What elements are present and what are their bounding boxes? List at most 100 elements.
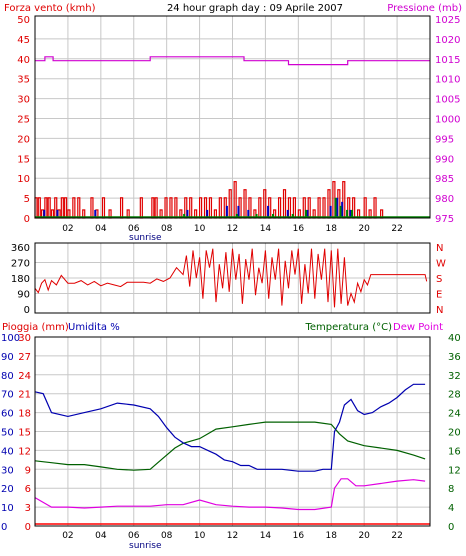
time-tick-label: 16	[293, 224, 305, 234]
humidity-line	[34, 383, 426, 472]
axis-tick-label: 20	[17, 134, 30, 145]
wind-mark-green	[334, 197, 337, 218]
time-tick-label: 02	[62, 224, 73, 234]
wind-gust-bar	[56, 209, 59, 218]
wind-gust-bar	[43, 209, 46, 218]
wind-mark-green	[304, 209, 307, 218]
axis-tick-label: 18	[18, 409, 31, 420]
wind-mark-green	[255, 213, 258, 218]
axis-tick-label: 24	[18, 371, 31, 382]
axis-tick-label: 15	[17, 154, 30, 165]
axis-tick-label: 20	[1, 484, 14, 495]
time-tick-label: 06	[128, 531, 140, 541]
axis-tick-label: 27	[18, 352, 31, 363]
time-tick-label: 12	[227, 224, 238, 234]
axis-tick-label: 15	[18, 428, 31, 439]
wind-mark-green	[183, 213, 186, 218]
axis-tick-label: 35	[17, 75, 30, 86]
time-tick-label: 22	[391, 531, 402, 541]
time-tick-label: 22	[391, 224, 402, 234]
axis-tick-label: 12	[448, 465, 461, 476]
axis-tick-label: 1015	[435, 55, 460, 66]
rain-tick-labels: 0 3 6 9 12 15 18 21 24 27 30	[18, 333, 31, 533]
axis-tick-label: 40	[1, 446, 14, 457]
time-tick-label: 10	[194, 224, 206, 234]
wind-grid	[35, 16, 430, 218]
axis-tick-label: 975	[435, 214, 454, 225]
time-tick-label: 06	[128, 224, 140, 234]
graph-title: 24 hour graph day : 09 Aprile 2007	[167, 3, 343, 14]
axis-tick-label: 1025	[435, 15, 460, 26]
axis-tick-label: 180	[11, 274, 30, 285]
wind-gust-bar	[267, 205, 270, 218]
axis-tick-label: 40	[17, 55, 30, 66]
temperature-axis-title: Temperatura (°C)	[304, 322, 392, 333]
axis-tick-label: 9	[25, 465, 31, 476]
axis-tick-label: 50	[1, 428, 14, 439]
humidity-axis-title: Umidita %	[68, 322, 120, 333]
time-tick-label: 10	[194, 531, 206, 541]
rain-axis-title: Pioggia (mm)	[2, 322, 69, 333]
axis-tick-label: 20	[448, 428, 461, 439]
wind-gust-bar	[237, 205, 240, 218]
climate-time-tick-labels: 02 04 06 08 10 12 14 16 18 20 22	[62, 531, 403, 541]
time-tick-label: 12	[227, 531, 238, 541]
axis-tick-label: 3	[25, 503, 31, 514]
axis-tick-label: 12	[18, 446, 31, 457]
axis-tick-label: 4	[448, 503, 454, 514]
humidity-tick-labels: 0 10 20 30 40 50 60 70 80 90 100	[1, 333, 20, 533]
axis-tick-label: 100	[1, 333, 20, 344]
wind-gust-bar	[225, 205, 228, 218]
wind-direction-line	[34, 248, 428, 308]
time-tick-label: 14	[260, 531, 272, 541]
climate-plot-frame	[34, 336, 431, 527]
axis-tick-label: 1005	[435, 95, 460, 106]
wind-gust-bar	[286, 209, 289, 218]
axis-tick-label: 0	[448, 522, 454, 533]
wind-mark-green	[346, 209, 349, 218]
temperature-line	[34, 421, 426, 471]
time-tick-label: 02	[62, 531, 73, 541]
wind-gust-bar	[206, 209, 209, 218]
sunrise-label: sunrise	[129, 233, 162, 243]
time-tick-label: 08	[161, 224, 173, 234]
wind-gust-bar	[247, 209, 250, 218]
direction-plot-frame	[34, 242, 431, 314]
dewpoint-axis-title: Dew Point	[393, 322, 443, 333]
time-tick-label: 16	[293, 531, 305, 541]
axis-tick-label: 1010	[435, 75, 460, 86]
axis-tick-label: 10	[17, 174, 30, 185]
axis-tick-label: 985	[435, 174, 454, 185]
time-tick-label: 04	[95, 531, 107, 541]
wind-gust-bar	[186, 209, 189, 218]
axis-tick-label: 990	[435, 154, 454, 165]
wind-gust-bar	[94, 209, 97, 218]
axis-tick-label: 40	[448, 333, 461, 344]
sunrise-label-bottom: sunrise	[129, 541, 162, 551]
axis-tick-label: 90	[17, 290, 30, 301]
time-tick-label: 20	[358, 531, 370, 541]
axis-tick-label: 0	[24, 214, 30, 225]
axis-tick-label: 360	[11, 243, 30, 254]
time-tick-label: 18	[326, 531, 338, 541]
wind-time-tick-labels: 02 04 06 08 10 12 14 16 18 20 22	[62, 224, 403, 234]
axis-tick-label: 30	[17, 95, 30, 106]
wind-speed-tick-labels: 0 5 10 15 20 25 30 35 40 45 50	[17, 15, 30, 225]
axis-tick-label: N	[436, 305, 443, 316]
axis-tick-label: 50	[17, 15, 30, 26]
axis-tick-label: 70	[1, 390, 14, 401]
wind-gust-bar	[306, 209, 309, 218]
axis-tick-label: 16	[448, 446, 461, 457]
axis-tick-label: 45	[17, 35, 30, 46]
axis-tick-label: 0	[1, 522, 7, 533]
axis-tick-label: 80	[1, 371, 14, 382]
temperature-tick-labels: 0 4 8 12 16 20 24 28 32 36 40	[448, 333, 461, 533]
pressure-axis-title: Pressione (mb)	[387, 3, 462, 14]
direction-degree-tick-labels: 0 90 180 270 360	[11, 243, 30, 316]
dewpoint-line	[34, 478, 426, 511]
axis-tick-label: 1000	[435, 115, 460, 126]
pressure-tick-labels: 975 980 985 990 995 1000 1005 1010 1015 1020 1025	[435, 15, 460, 225]
axis-tick-label: 6	[25, 484, 31, 495]
